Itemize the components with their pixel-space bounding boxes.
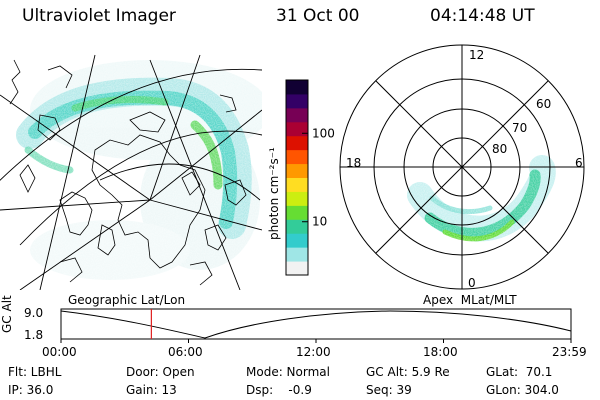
seq-info: Seq: 39 (366, 383, 412, 397)
polar-plot-panel: 12 18 6 0 60 70 80 (339, 44, 585, 290)
timeline-xlabel-3: 18:00 (423, 345, 458, 359)
glat-info: GLat: 70.1 (486, 365, 553, 379)
colorbar: 100 10 photon cm⁻²s⁻¹ (267, 79, 335, 276)
timeline-axis-title: GC Alt (0, 295, 14, 333)
dsp-info: Dsp: -0.9 (246, 383, 312, 397)
image-date: 31 Oct 00 (276, 6, 360, 26)
colorbar-stripe (286, 135, 308, 151)
colorbar-stripe (286, 163, 308, 178)
polar-labels: 12 18 6 0 60 70 80 (346, 48, 583, 290)
mlat-label-60: 60 (536, 97, 551, 111)
timeline-xlabel-4: 23:59 (552, 345, 587, 359)
mlat-label-80: 80 (492, 142, 507, 156)
colorbar-stripe (286, 205, 308, 220)
geo-coastlines (9, 59, 247, 286)
timeline-ticks (60, 339, 572, 343)
colorbar-stripe (286, 191, 308, 206)
gc-alt-info: GC Alt: 5.9 Re (366, 365, 450, 379)
colorbar-stripe (286, 93, 308, 109)
glon-info: GLon: 304.0 (486, 383, 559, 397)
timeline-xlabel-0: 00:00 (42, 345, 77, 359)
mlat-label-70: 70 (512, 121, 527, 135)
timeline-xlabel-1: 06:00 (168, 345, 203, 359)
colorbar-stripe (286, 247, 308, 262)
geo-noise-texture (0, 45, 262, 290)
colorbar-stripe (286, 261, 308, 276)
app-title: Ultraviolet Imager (22, 6, 176, 26)
mode-info: Mode: Normal (246, 365, 330, 379)
colorbar-stripe (286, 80, 308, 95)
image-time: 04:14:48 UT (430, 6, 535, 26)
filter-info: Flt: LBHL (8, 365, 62, 379)
colorbar-unit-label: photon cm⁻²s⁻¹ (267, 147, 281, 240)
gain-info: Gain: 13 (126, 383, 177, 397)
orbit-altitude-curve (60, 310, 572, 339)
polar-panel-label: Apex MLat/MLT (423, 293, 517, 307)
colorbar-stripe (286, 177, 308, 192)
colorbar-stripe (286, 149, 308, 165)
colorbar-gradient (286, 80, 308, 276)
timeline-ymax-label: 9.0 (24, 306, 43, 320)
mlt-label-18: 18 (346, 156, 361, 170)
polar-grid (339, 44, 585, 290)
geographic-panel-label: Geographic Lat/Lon (68, 293, 186, 307)
timeline-ymin-label: 1.8 (24, 328, 43, 342)
mlt-label-12: 12 (469, 48, 484, 62)
mlt-label-0: 0 (468, 276, 476, 290)
colorbar-frame (285, 79, 309, 276)
timeline-xlabel-2: 12:00 (296, 345, 331, 359)
door-info: Door: Open (126, 365, 195, 379)
colorbar-stripe (286, 219, 308, 234)
ip-info: IP: 36.0 (8, 383, 54, 397)
mlt-label-6: 6 (575, 156, 583, 170)
colorbar-tick-label: 10 (312, 215, 327, 229)
colorbar-stripe (286, 121, 308, 137)
geographic-map-panel (0, 45, 262, 290)
gc-altitude-timeline: GC Alt 9.0 1.8 (0, 295, 572, 343)
colorbar-stripe (286, 233, 308, 248)
colorbar-ticks: 100 10 (302, 126, 335, 229)
timeline-frame (60, 308, 572, 340)
colorbar-stripe (286, 107, 308, 123)
colorbar-tick-label: 100 (312, 126, 335, 140)
